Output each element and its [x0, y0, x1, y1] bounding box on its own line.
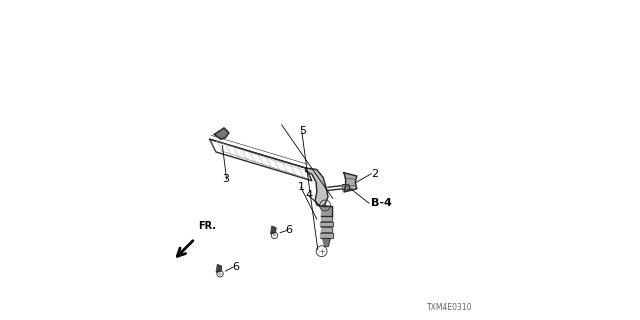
- Polygon shape: [321, 216, 332, 221]
- Polygon shape: [306, 168, 328, 206]
- Polygon shape: [342, 185, 349, 190]
- Text: 6: 6: [232, 262, 239, 272]
- Polygon shape: [214, 128, 229, 139]
- Text: 5: 5: [300, 126, 306, 136]
- Polygon shape: [271, 226, 276, 234]
- Text: FR.: FR.: [198, 221, 216, 231]
- Text: 1: 1: [298, 182, 305, 192]
- Polygon shape: [320, 233, 333, 237]
- Text: 3: 3: [223, 174, 229, 184]
- Polygon shape: [320, 221, 333, 227]
- Polygon shape: [216, 265, 221, 272]
- Text: 6: 6: [285, 225, 292, 236]
- Text: TXM4E0310: TXM4E0310: [426, 303, 472, 312]
- Text: B-4: B-4: [371, 198, 392, 208]
- Polygon shape: [321, 227, 332, 232]
- Polygon shape: [321, 206, 332, 216]
- Text: 2: 2: [371, 169, 378, 180]
- Polygon shape: [323, 238, 330, 246]
- Polygon shape: [344, 173, 357, 192]
- Text: 4: 4: [306, 190, 313, 200]
